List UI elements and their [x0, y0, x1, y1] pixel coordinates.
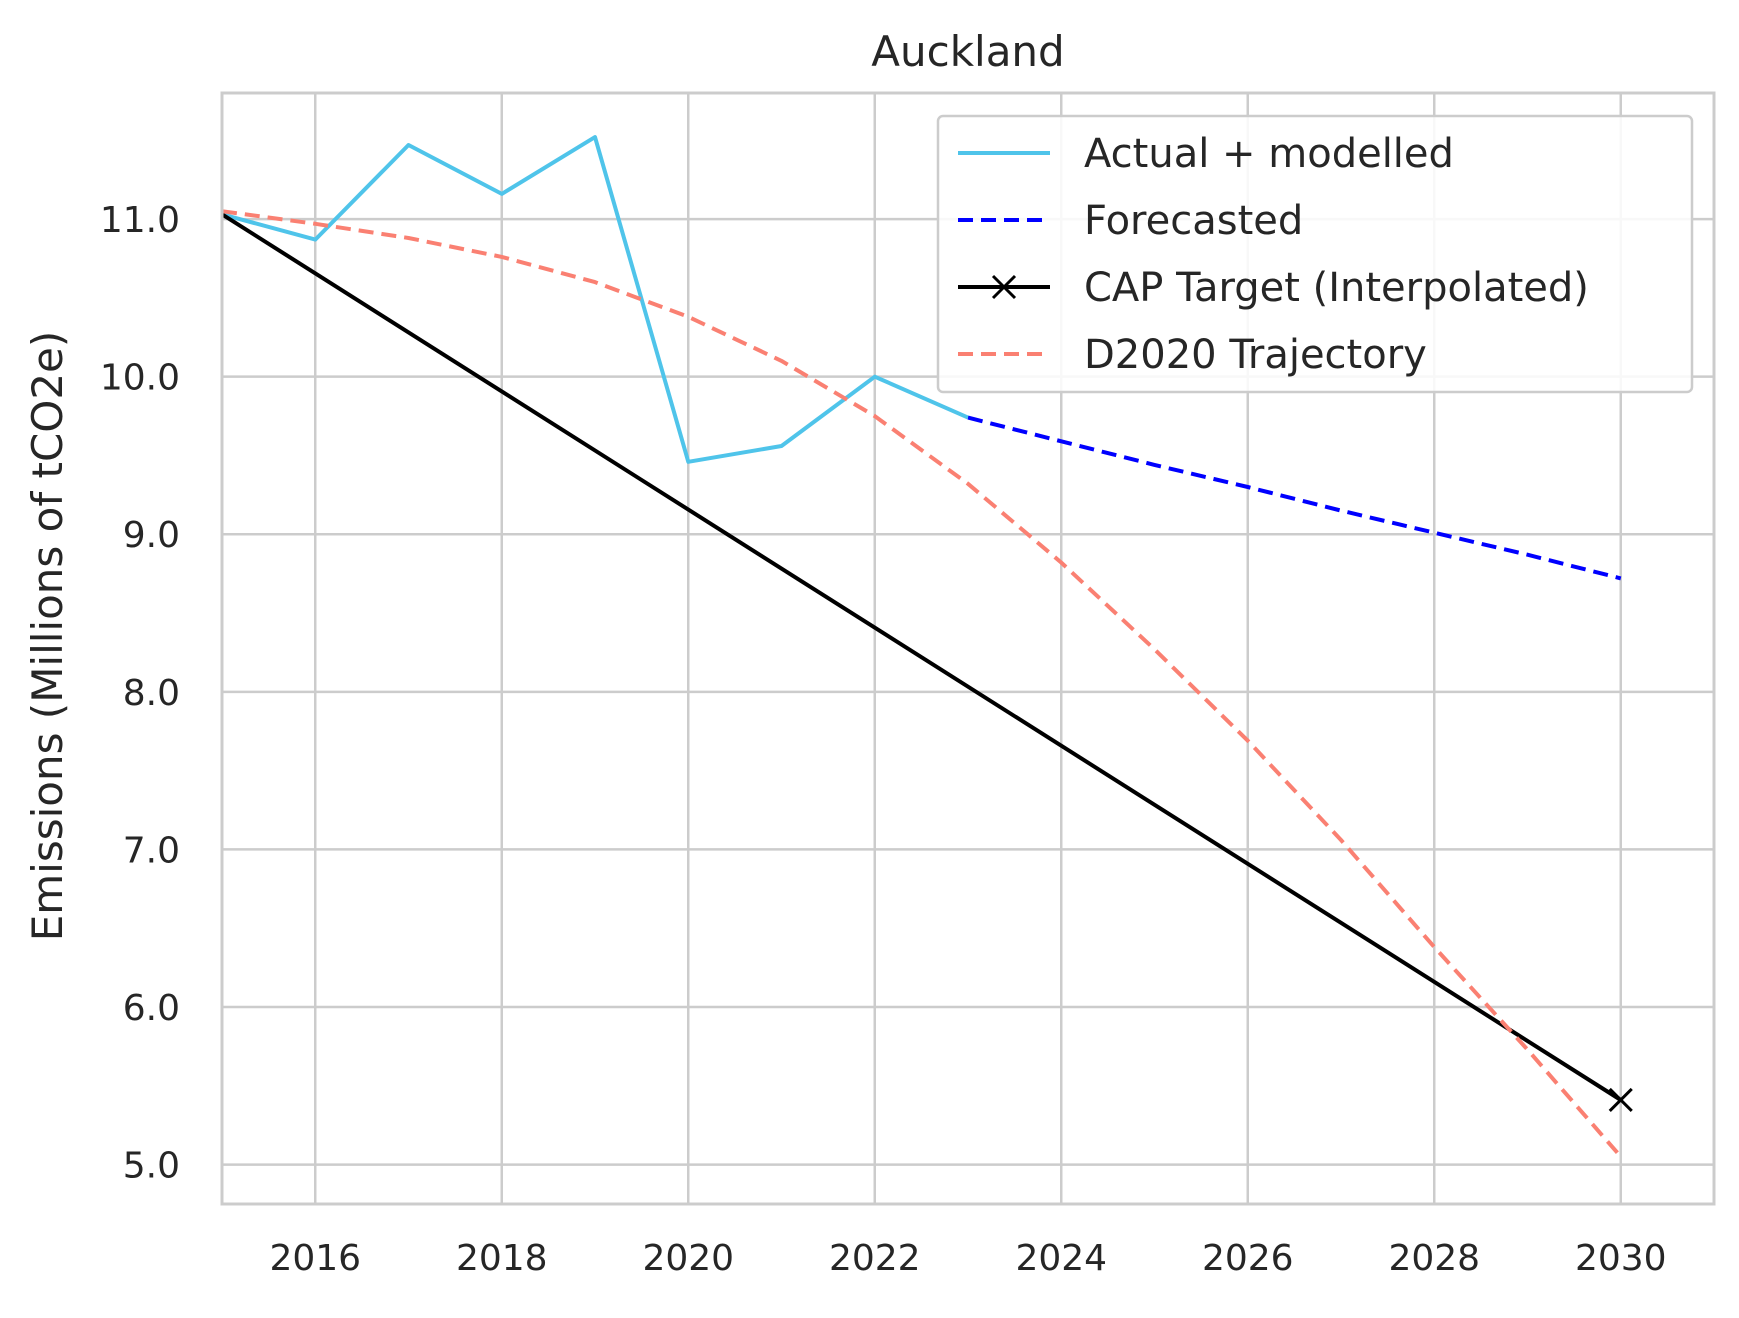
x-tick-label: 2016: [269, 1238, 361, 1279]
legend-label-actual-modelled: Actual + modelled: [1084, 131, 1454, 177]
legend: Actual + modelled Forecasted CAP Target (I…: [936, 114, 1694, 394]
x-tick-label: 2022: [829, 1238, 921, 1279]
y-tick-label: 9.0: [123, 515, 180, 556]
x-tick-label: 2028: [1388, 1238, 1480, 1279]
legend-box: [936, 114, 1694, 394]
x-tick-label: 2018: [456, 1238, 548, 1279]
y-tick-label: 8.0: [123, 673, 180, 714]
y-tick-label: 6.0: [123, 988, 180, 1029]
y-tick-label: 5.0: [123, 1146, 180, 1187]
legend-marker-cap-target-interpolated: [991, 274, 1017, 300]
tick-labels: 2016 2018 2020 2022 2024 2026 2028 2030 5.0 6.0 7.…: [100, 200, 1667, 1279]
y-axis-label: Emissions (Millions of tCO2e): [23, 331, 72, 942]
y-tick-label: 7.0: [123, 830, 180, 871]
legend-label-forecasted: Forecasted: [1084, 198, 1303, 244]
x-tick-label: 2024: [1015, 1238, 1107, 1279]
series-marker-cap-target-interpolated: [1608, 1087, 1633, 1113]
series-line-cap-target-interpolated: [220, 212, 1622, 1102]
x-tick-label: 2030: [1575, 1238, 1667, 1279]
plot-frame: [220, 91, 1716, 1206]
legend-label-cap-target-interpolated: CAP Target (Interpolated): [1084, 265, 1589, 311]
y-tick-label: 10.0: [100, 358, 180, 399]
y-tick-label: 11.0: [100, 200, 180, 241]
series-line-d2020-trajectory: [221, 209, 1623, 1159]
x-tick-label: 2026: [1202, 1238, 1294, 1279]
chart-title: Auckland: [871, 27, 1064, 76]
legend-label-d2020-trajectory: D2020 Trajectory: [1084, 332, 1427, 378]
series-line-actual-modelled: [221, 135, 969, 464]
x-tick-label: 2020: [642, 1238, 734, 1279]
series-lines: [220, 135, 1633, 1159]
series-line-forecasted: [967, 415, 1622, 581]
